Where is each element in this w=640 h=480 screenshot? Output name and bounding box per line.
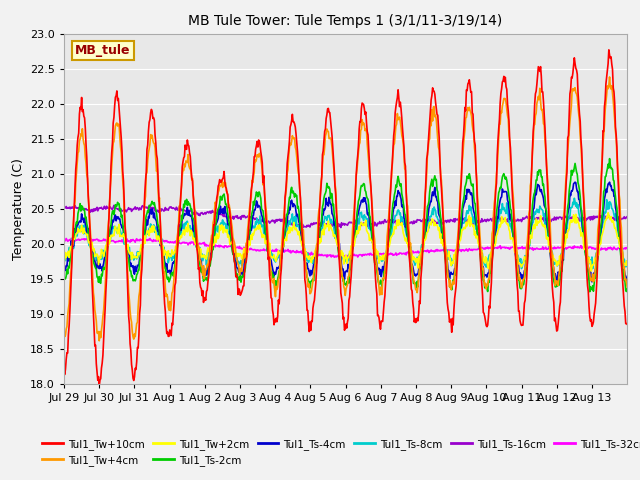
- Tul1_Ts-2cm: [404, 234, 412, 240]
- Tul1_Ts-8cm: [404, 234, 412, 240]
- Y-axis label: Temperature (C): Temperature (C): [12, 158, 24, 260]
- Line: Tul1_Ts-4cm: Tul1_Ts-4cm: [64, 182, 627, 283]
- Tul1_Tw+10cm: [436, 158, 444, 164]
- Tul1_Tw+4cm: [404, 217, 412, 223]
- Tul1_Tw+4cm: [127, 315, 134, 321]
- Tul1_Ts-2cm: [258, 206, 266, 212]
- Tul1_Ts-32cm: [405, 250, 413, 255]
- Tul1_Ts-4cm: [605, 180, 613, 185]
- Line: Tul1_Tw+2cm: Tul1_Tw+2cm: [64, 213, 627, 271]
- Tul1_Ts-4cm: [279, 249, 287, 255]
- Tul1_Ts-16cm: [127, 206, 134, 212]
- Tul1_Tw+4cm: [259, 168, 266, 174]
- Line: Tul1_Ts-8cm: Tul1_Ts-8cm: [64, 198, 627, 269]
- Tul1_Tw+2cm: [623, 263, 631, 268]
- Tul1_Tw+4cm: [623, 285, 631, 290]
- Tul1_Ts-32cm: [230, 245, 238, 251]
- Text: MB_tule: MB_tule: [76, 44, 131, 57]
- Legend: Tul1_Tw+10cm, Tul1_Tw+4cm, Tul1_Tw+2cm, Tul1_Ts-2cm, Tul1_Ts-4cm, Tul1_Ts-8cm, T: Tul1_Tw+10cm, Tul1_Tw+4cm, Tul1_Tw+2cm, …: [38, 435, 640, 470]
- Tul1_Ts-4cm: [404, 231, 412, 237]
- Tul1_Ts-4cm: [435, 213, 443, 218]
- Tul1_Tw+4cm: [230, 240, 238, 245]
- Line: Tul1_Ts-16cm: Tul1_Ts-16cm: [64, 205, 627, 228]
- Tul1_Ts-32cm: [437, 247, 445, 253]
- Tul1_Ts-2cm: [586, 289, 593, 295]
- Tul1_Ts-32cm: [127, 237, 134, 242]
- Tul1_Ts-32cm: [67, 236, 75, 241]
- Tul1_Tw+10cm: [404, 230, 412, 236]
- Line: Tul1_Tw+4cm: Tul1_Tw+4cm: [64, 77, 627, 341]
- Tul1_Ts-4cm: [258, 212, 266, 218]
- Tul1_Ts-32cm: [259, 248, 266, 253]
- Tul1_Ts-2cm: [605, 156, 613, 161]
- Tul1_Ts-4cm: [623, 280, 631, 286]
- Tul1_Tw+4cm: [280, 218, 287, 224]
- Tul1_Ts-2cm: [279, 243, 287, 249]
- Tul1_Tw+4cm: [436, 159, 444, 165]
- Tul1_Tw+2cm: [230, 244, 237, 250]
- Tul1_Ts-4cm: [230, 248, 237, 253]
- Tul1_Ts-2cm: [623, 286, 631, 291]
- Tul1_Ts-32cm: [623, 245, 631, 251]
- Tul1_Tw+2cm: [588, 268, 595, 274]
- Tul1_Ts-16cm: [623, 214, 631, 219]
- Tul1_Ts-8cm: [435, 220, 443, 226]
- Tul1_Tw+10cm: [127, 348, 134, 353]
- Line: Tul1_Tw+10cm: Tul1_Tw+10cm: [64, 50, 627, 386]
- Tul1_Tw+10cm: [280, 226, 287, 232]
- Tul1_Ts-2cm: [435, 202, 443, 207]
- Tul1_Ts-16cm: [330, 225, 338, 231]
- Tul1_Tw+2cm: [604, 210, 612, 216]
- Tul1_Ts-8cm: [588, 266, 595, 272]
- Tul1_Ts-16cm: [259, 218, 266, 224]
- Tul1_Ts-16cm: [280, 219, 287, 225]
- Tul1_Ts-16cm: [437, 218, 445, 224]
- Title: MB Tule Tower: Tule Temps 1 (3/1/11-3/19/14): MB Tule Tower: Tule Temps 1 (3/1/11-3/19…: [188, 14, 503, 28]
- Tul1_Ts-2cm: [230, 252, 237, 258]
- Line: Tul1_Ts-32cm: Tul1_Ts-32cm: [64, 239, 627, 257]
- Tul1_Tw+10cm: [230, 258, 238, 264]
- Tul1_Tw+2cm: [435, 225, 443, 230]
- Tul1_Ts-8cm: [570, 195, 578, 201]
- Tul1_Ts-2cm: [60, 275, 68, 280]
- Tul1_Ts-32cm: [341, 254, 349, 260]
- Tul1_Tw+2cm: [258, 230, 266, 236]
- Tul1_Ts-8cm: [60, 251, 68, 257]
- Tul1_Ts-32cm: [280, 248, 287, 254]
- Tul1_Ts-4cm: [126, 264, 134, 269]
- Tul1_Ts-16cm: [405, 220, 413, 226]
- Tul1_Ts-4cm: [60, 271, 68, 276]
- Tul1_Tw+10cm: [605, 47, 612, 53]
- Tul1_Tw+4cm: [605, 74, 613, 80]
- Tul1_Tw+4cm: [95, 338, 103, 344]
- Tul1_Ts-8cm: [230, 248, 237, 254]
- Line: Tul1_Ts-2cm: Tul1_Ts-2cm: [64, 158, 627, 292]
- Tul1_Tw+10cm: [259, 160, 266, 166]
- Tul1_Ts-2cm: [126, 268, 134, 274]
- Tul1_Tw+2cm: [126, 251, 134, 257]
- Tul1_Ts-8cm: [126, 253, 134, 259]
- Tul1_Ts-8cm: [279, 247, 287, 252]
- Tul1_Tw+10cm: [95, 383, 103, 389]
- Tul1_Tw+2cm: [60, 260, 68, 265]
- Tul1_Ts-16cm: [230, 215, 238, 220]
- Tul1_Tw+2cm: [404, 240, 412, 246]
- Tul1_Tw+10cm: [60, 368, 68, 374]
- Tul1_Ts-16cm: [60, 204, 68, 210]
- Tul1_Ts-8cm: [258, 224, 266, 229]
- Tul1_Tw+4cm: [60, 327, 68, 333]
- Tul1_Tw+2cm: [279, 244, 287, 250]
- Tul1_Ts-16cm: [110, 203, 118, 208]
- Tul1_Ts-8cm: [623, 258, 631, 264]
- Tul1_Tw+10cm: [623, 322, 631, 327]
- Tul1_Ts-32cm: [60, 238, 68, 243]
